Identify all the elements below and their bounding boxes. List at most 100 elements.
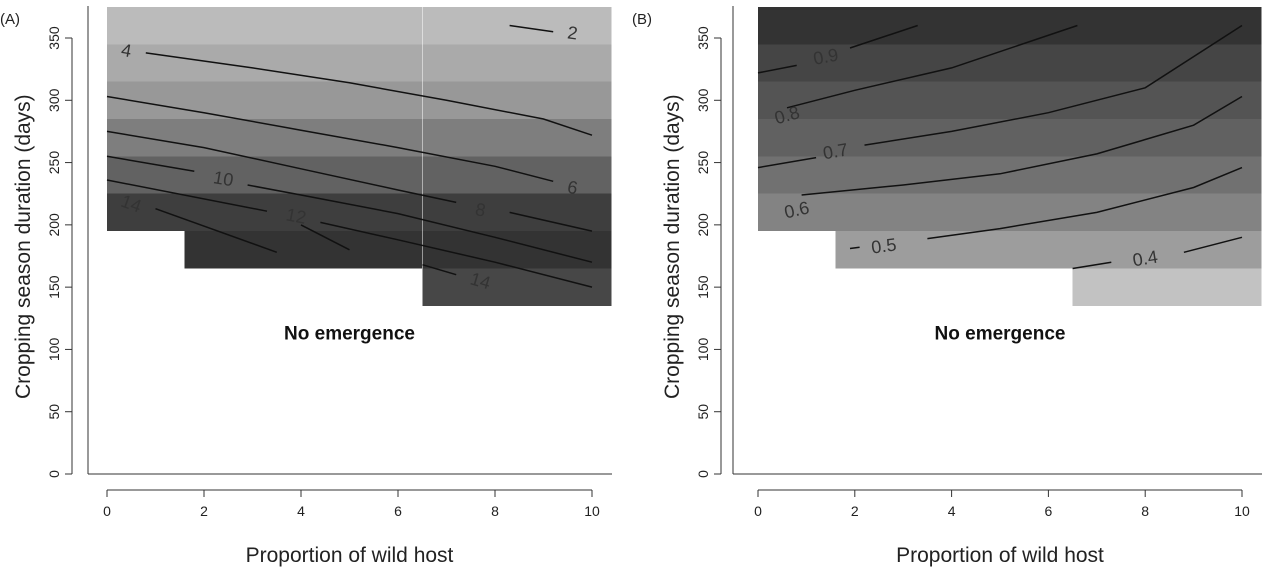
- a-y-axis-title: Cropping season duration (days): [12, 94, 35, 399]
- a-heat-cell: [422, 81, 612, 119]
- b-x-tick-label: 0: [754, 503, 762, 519]
- a-y-tick-label: 250: [46, 151, 62, 175]
- a-y-tick-label: 300: [46, 88, 62, 112]
- b-heat-cell: [835, 81, 1073, 119]
- b-contour-line: [927, 166, 1243, 240]
- b-x-tick-label: 2: [851, 503, 859, 519]
- a-contour-label: 2: [566, 22, 579, 43]
- a-contour-line: [320, 221, 593, 288]
- b-y-tick-label: 250: [695, 151, 711, 175]
- b-contour-label: 0.5: [870, 235, 897, 258]
- a-contour-line: [106, 155, 195, 173]
- a-heat-cell: [422, 119, 612, 157]
- b-heat-cell: [1072, 119, 1262, 157]
- a-heat-cell: [184, 156, 423, 194]
- a-contour-line: [155, 207, 278, 254]
- b-heat-cell: [835, 119, 1073, 157]
- b-y-tick-label: 300: [695, 88, 711, 112]
- a-y-axis: 0 50 100 150 200 250 300 350 Cropping season dur…: [12, 26, 73, 478]
- b-y-tick-label: 100: [695, 338, 711, 362]
- a-x-axis: 0 2 4 6 8 10 Proportion of wild host: [103, 489, 600, 567]
- a-y-tick-label: 200: [46, 213, 62, 237]
- b-contour-label: 0.4: [1131, 247, 1159, 271]
- a-no-emergence-label: No emergence: [284, 323, 415, 344]
- b-no-emergence-label: No emergence: [935, 323, 1066, 344]
- a-contour-line: [422, 263, 457, 276]
- a-heat-cell: [107, 193, 185, 232]
- a-contour-line: [509, 211, 593, 232]
- b-contour-line: [849, 246, 860, 250]
- panel-a-chart: 0 2 4 6 8 10 Proportion of wild host 0 50 100 150 2…: [0, 6, 612, 567]
- a-contour-label: 12: [284, 204, 307, 227]
- a-contour-label: 6: [566, 177, 580, 199]
- a-heat-cell: [184, 231, 423, 269]
- b-x-tick-label: 8: [1141, 503, 1149, 519]
- a-x-tick-label: 10: [584, 503, 600, 519]
- b-contour-line: [849, 24, 918, 49]
- a-x-tick-label: 0: [103, 503, 111, 519]
- b-contour-label: 0.9: [812, 44, 840, 68]
- a-y-tick-label: 100: [46, 338, 62, 362]
- b-heat-cell: [1072, 81, 1262, 119]
- a-contour-label: 10: [212, 167, 235, 190]
- a-heat-cell: [184, 81, 423, 119]
- b-heat-cell: [758, 119, 836, 157]
- b-heat-cell: [1072, 156, 1262, 194]
- b-x-tick-label: 6: [1045, 503, 1053, 519]
- panel-b-chart: 0 2 4 6 8 10 Proportion of wild host 0 50 100 150 2…: [632, 6, 1262, 567]
- b-heat-cell: [835, 231, 1073, 269]
- b-contours: 0.90.80.70.60.50.4: [757, 24, 1243, 271]
- b-contour-line: [757, 64, 797, 74]
- a-heat-cell: [422, 6, 612, 45]
- a-heatmap-cells: [107, 6, 612, 306]
- a-heat-cell: [422, 44, 612, 82]
- b-heat-cell: [1072, 268, 1262, 306]
- b-y-tick-label: 200: [695, 213, 711, 237]
- a-contour-label: 4: [120, 40, 133, 61]
- a-heat-cell: [107, 44, 185, 82]
- b-heat-cell: [1072, 193, 1262, 232]
- b-heat-cell: [835, 6, 1073, 45]
- a-heat-cell: [422, 268, 612, 306]
- a-contour-line: [106, 130, 457, 204]
- b-x-axis-title: Proportion of wild host: [896, 544, 1104, 567]
- b-panel-label: (B): [632, 11, 652, 28]
- b-contour-line: [757, 156, 817, 169]
- a-contour-label: 8: [474, 199, 488, 221]
- a-contour-line: [106, 179, 268, 212]
- a-x-axis-title: Proportion of wild host: [246, 544, 454, 567]
- b-contour-line: [864, 24, 1243, 146]
- a-y-tick-label: 0: [46, 470, 62, 478]
- a-panel-label: (A): [0, 11, 20, 28]
- a-heat-cell: [184, 119, 423, 157]
- a-heat-cell: [422, 231, 612, 269]
- b-heat-cell: [758, 156, 836, 194]
- b-contour-label: 0.7: [821, 139, 849, 163]
- a-y-tick-label: 150: [46, 275, 62, 299]
- b-heat-cell: [835, 44, 1073, 82]
- a-heat-cell: [107, 81, 185, 119]
- b-heat-cell: [758, 193, 836, 232]
- b-heat-cell: [758, 6, 836, 45]
- a-heat-cell: [107, 6, 185, 45]
- a-heat-cell: [422, 156, 612, 194]
- a-heat-cell: [184, 6, 423, 45]
- b-y-tick-label: 0: [695, 470, 711, 478]
- b-heat-cell: [1072, 44, 1262, 82]
- b-contour-line: [1072, 261, 1112, 270]
- b-x-tick-label: 10: [1234, 503, 1250, 519]
- a-x-tick-label: 4: [297, 503, 305, 519]
- b-contour-line: [801, 95, 1243, 196]
- b-heat-cell: [1072, 231, 1262, 269]
- b-heat-cell: [835, 193, 1073, 232]
- a-heat-cell: [422, 193, 612, 232]
- b-y-tick-label: 150: [695, 275, 711, 299]
- a-contour-line: [300, 224, 350, 251]
- b-x-axis: 0 2 4 6 8 10 Proportion of wild host: [754, 489, 1250, 567]
- b-heat-cell: [758, 81, 836, 119]
- a-contour-line: [247, 184, 593, 263]
- a-contour-line: [145, 52, 593, 136]
- b-y-tick-label: 350: [695, 26, 711, 50]
- b-x-tick-label: 4: [948, 503, 956, 519]
